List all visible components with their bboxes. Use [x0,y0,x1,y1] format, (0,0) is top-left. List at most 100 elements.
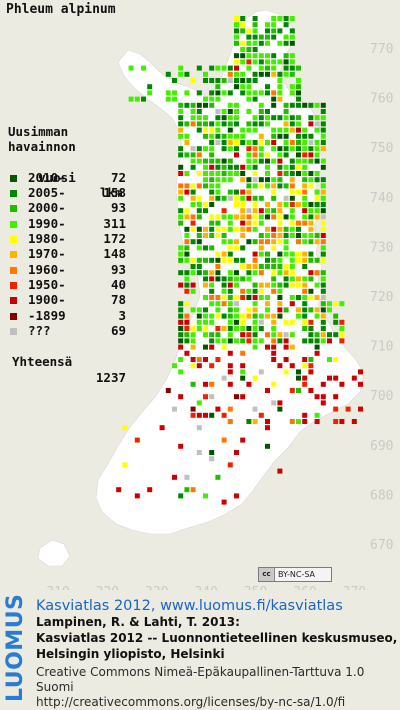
observation-square [215,406,221,412]
observation-square [240,233,246,238]
observation-square [246,164,252,170]
observation-square [221,158,227,164]
observation-square [308,146,314,152]
observation-square [203,226,208,232]
observation-square [147,487,153,493]
observation-square [178,127,184,133]
credits-main-link[interactable]: Kasviatlas 2012, www.luomus.fi/kasviatla… [36,598,343,614]
observation-square [308,332,314,338]
observation-square [265,34,270,40]
observation-square [141,65,146,71]
observation-square [227,195,233,201]
legend-rows: 2010- 72 2005- 158 2000- 93 1990- 311 1980- 172 19… [8,170,126,338]
observation-square [240,288,246,294]
observation-square [289,214,295,220]
observation-square [184,233,190,238]
observation-square [209,102,215,108]
observation-square [308,115,314,121]
observation-square [172,78,177,83]
observation-square [258,34,264,40]
observation-square [240,78,246,83]
observation-square [314,115,320,121]
observation-square [227,301,233,307]
observation-square [190,202,196,207]
observation-square [215,251,221,257]
observation-square [221,164,227,170]
x-tick-label: 370 [343,585,366,590]
observation-square [302,276,308,282]
cc-license-badge[interactable]: cc BY-NC-SA [258,567,332,582]
observation-square [277,270,283,276]
observation-square [296,257,301,263]
observation-square [271,53,277,59]
observation-square [227,363,233,369]
observation-square [296,276,301,282]
observation-square [277,152,283,158]
y-tick-label: 680 [370,488,393,503]
observation-square [240,437,246,443]
observation-square [196,233,202,238]
observation-square [314,394,320,400]
observation-square [196,109,202,114]
observation-square [358,369,363,375]
legend-count: 93 [110,261,126,277]
observation-square [345,406,351,412]
observation-square [283,115,289,121]
observation-square [122,425,128,431]
observation-square [240,326,246,331]
observation-square [308,152,314,158]
observation-square [234,78,239,83]
observation-square [196,152,202,158]
observation-square [296,307,301,313]
observation-square [215,474,221,480]
observation-square [190,363,196,369]
observation-square [283,53,289,59]
observation-square [227,381,233,387]
observation-square [277,202,283,207]
legend-period: 1960- [28,261,66,277]
observation-square [234,214,239,220]
observation-square [308,369,314,375]
observation-square [240,71,246,77]
observation-square [184,245,190,251]
observation-square [258,121,264,127]
observation-square [190,307,196,313]
observation-square [339,332,345,338]
observation-square [221,177,227,183]
observation-square [246,239,252,245]
observation-square [302,195,308,201]
observation-square [327,375,332,381]
observation-square [203,202,208,207]
observation-square [289,295,295,300]
observation-square [320,239,326,245]
observation-square [184,332,190,338]
observation-square [178,257,184,263]
observation-square [283,307,289,313]
observation-square [289,251,295,257]
observation-square [190,264,196,269]
observation-square [308,388,314,393]
observation-square [302,319,308,325]
observation-square [271,257,277,263]
observation-square [178,65,184,71]
observation-square [178,133,184,139]
observation-square [258,251,264,257]
observation-square [289,158,295,164]
observation-square [215,332,221,338]
observation-square [196,183,202,189]
observation-square [178,71,184,77]
observation-square [196,226,202,232]
observation-square [320,338,326,344]
credits-license-url[interactable]: http://creativecommons.org/licenses/by-n… [36,695,346,709]
observation-square [289,177,295,183]
observation-square [227,109,233,114]
observation-square [246,270,252,276]
observation-square [203,78,208,83]
observation-square [246,96,252,102]
legend-row: 1990- 311 [8,216,126,231]
observation-square [308,288,314,294]
observation-square [308,326,314,331]
observation-square [178,332,184,338]
observation-square [296,96,301,102]
observation-square [283,233,289,238]
